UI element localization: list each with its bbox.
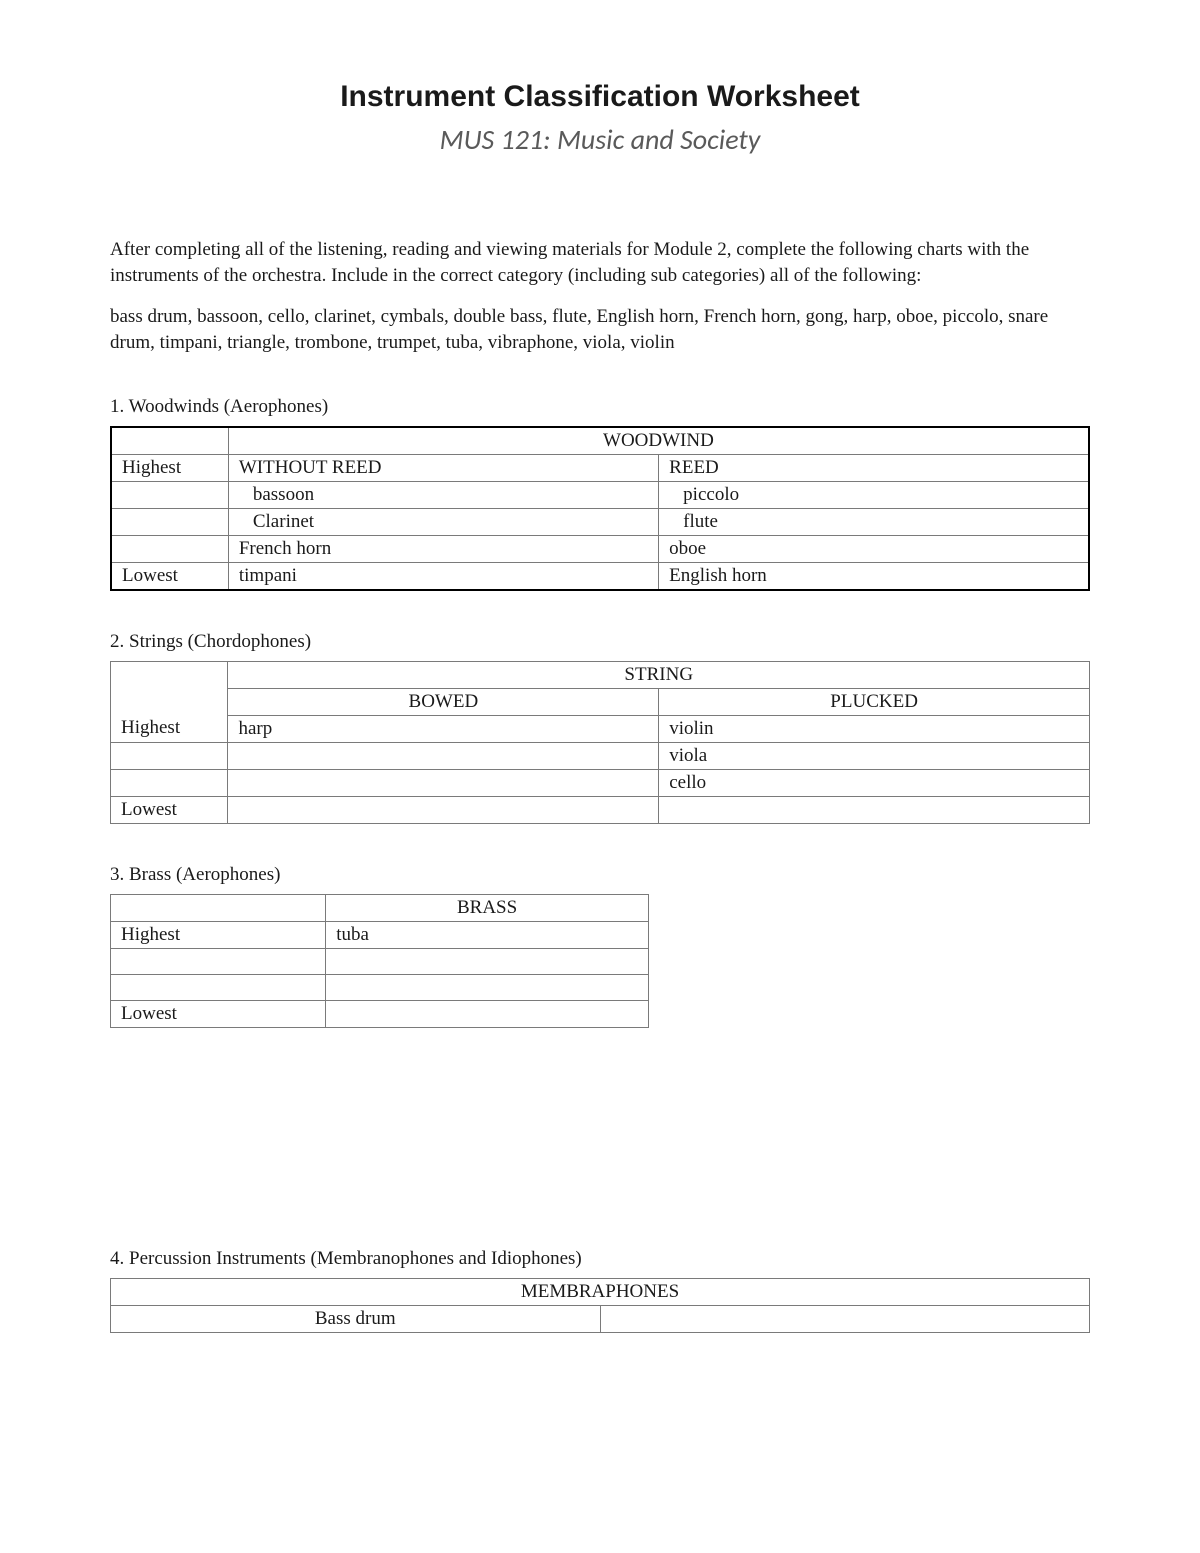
cell-blank (111, 661, 228, 715)
cell: bassoon (228, 481, 658, 508)
cell: harp (228, 715, 659, 742)
col-plucked: PLUCKED (659, 688, 1090, 715)
cell-blank (111, 894, 326, 921)
label-lowest: Lowest (111, 796, 228, 823)
cell: oboe (659, 535, 1089, 562)
percussion-table: MEMBRAPHONES Bass drum (110, 1278, 1090, 1333)
table-row: Bass drum (111, 1305, 1090, 1332)
string-header: STRING (228, 661, 1090, 688)
table-row (111, 948, 649, 974)
table-row: Lowest (111, 1000, 649, 1027)
section-1-heading: 1. Woodwinds (Aerophones) (110, 396, 1090, 418)
section-3-heading: 3. Brass (Aerophones) (110, 864, 1090, 886)
table-row: viola (111, 742, 1090, 769)
col-reed: REED (659, 454, 1089, 481)
cell (600, 1305, 1090, 1332)
woodwinds-table: WOODWIND Highest WITHOUT REED REED basso… (110, 426, 1090, 591)
cell: flute (659, 508, 1089, 535)
section-4-heading: 4. Percussion Instruments (Membranophone… (110, 1248, 1090, 1270)
brass-header: BRASS (326, 894, 649, 921)
col-without-reed: WITHOUT REED (228, 454, 658, 481)
membranophones-header: MEMBRAPHONES (111, 1278, 1090, 1305)
page-subtitle: MUS 121: Music and Society (110, 122, 1090, 157)
cell (326, 1000, 649, 1027)
table-row: Clarinet flute (111, 508, 1089, 535)
table-row: Highest tuba (111, 921, 649, 948)
cell: Bass drum (111, 1305, 601, 1332)
table-row (111, 974, 649, 1000)
label-highest: Highest (111, 454, 228, 481)
label-lowest: Lowest (111, 1000, 326, 1027)
table-row: bassoon piccolo (111, 481, 1089, 508)
cell (228, 742, 659, 769)
section-2-heading: 2. Strings (Chordophones) (110, 631, 1090, 653)
table-row: cello (111, 769, 1090, 796)
cell: timpani (228, 562, 658, 590)
label-highest: Highest (111, 715, 228, 742)
label-highest: Highest (111, 921, 326, 948)
table-row: Highest harp violin (111, 715, 1090, 742)
cell: piccolo (659, 481, 1089, 508)
brass-table: BRASS Highest tuba Lowest (110, 894, 649, 1028)
cell: tuba (326, 921, 649, 948)
cell (228, 769, 659, 796)
cell: viola (659, 742, 1090, 769)
cell: cello (659, 769, 1090, 796)
cell: violin (659, 715, 1090, 742)
cell (326, 974, 649, 1000)
strings-table: STRING BOWED PLUCKED Highest harp violin… (110, 661, 1090, 824)
cell (326, 948, 649, 974)
intro-paragraph-2: bass drum, bassoon, cello, clarinet, cym… (110, 304, 1090, 355)
cell (659, 796, 1090, 823)
intro-paragraph-1: After completing all of the listening, r… (110, 237, 1090, 288)
table-row: Lowest (111, 796, 1090, 823)
table-row: French horn oboe (111, 535, 1089, 562)
cell (228, 796, 659, 823)
col-bowed: BOWED (228, 688, 659, 715)
cell: Clarinet (228, 508, 658, 535)
cell: French horn (228, 535, 658, 562)
page-title: Instrument Classification Worksheet (110, 80, 1090, 114)
cell: English horn (659, 562, 1089, 590)
cell-blank (111, 427, 228, 455)
label-lowest: Lowest (111, 562, 228, 590)
table-row: Lowest timpani English horn (111, 562, 1089, 590)
woodwind-header: WOODWIND (228, 427, 1089, 455)
